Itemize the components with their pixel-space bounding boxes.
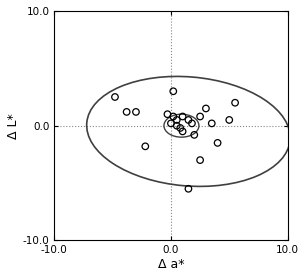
Point <box>165 112 170 116</box>
Point <box>203 106 208 111</box>
Point <box>215 141 220 145</box>
Point <box>124 110 129 114</box>
Point <box>169 121 174 126</box>
Point <box>171 89 176 93</box>
X-axis label: Δ a*: Δ a* <box>158 258 184 271</box>
Point <box>192 133 197 137</box>
Point <box>233 101 237 105</box>
Point <box>143 144 148 148</box>
Point <box>133 110 138 114</box>
Point <box>186 187 191 191</box>
Point <box>180 129 185 134</box>
Point <box>171 114 176 119</box>
Point <box>178 126 183 130</box>
Y-axis label: Δ L*: Δ L* <box>7 113 20 138</box>
Point <box>174 123 179 128</box>
Point <box>113 95 118 99</box>
Point <box>198 114 203 119</box>
Point <box>174 118 179 122</box>
Point <box>186 118 191 122</box>
Point <box>209 121 214 126</box>
Point <box>189 121 194 126</box>
Point <box>198 158 203 162</box>
Point <box>180 114 185 119</box>
Point <box>227 118 232 122</box>
